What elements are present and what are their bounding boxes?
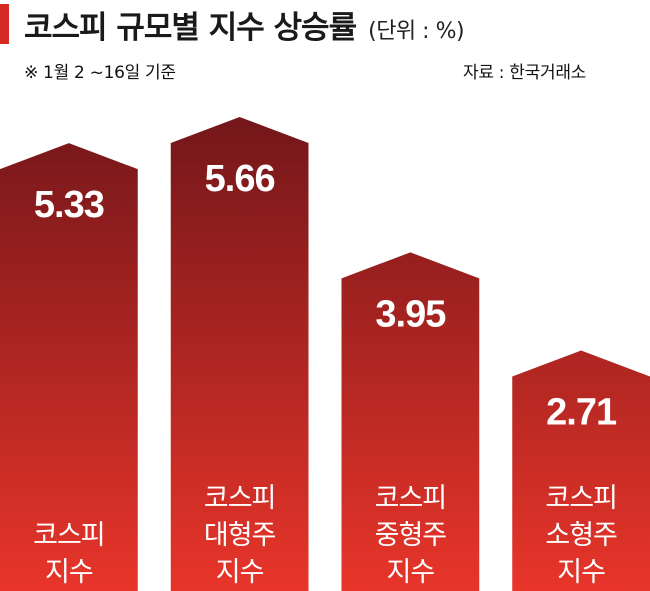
category-label: 지수 [387, 557, 435, 588]
category-label: 중형주 [375, 520, 447, 551]
category-label: 대형주 [204, 520, 276, 551]
category-label: 코스피 [545, 483, 617, 514]
bar-value-label: 5.66 [205, 158, 275, 200]
category-label: 지수 [557, 557, 605, 588]
bar [170, 117, 309, 591]
bar [0, 143, 138, 591]
bar-value-label: 2.71 [546, 391, 617, 433]
bar-value-label: 5.33 [34, 184, 104, 226]
bar [512, 350, 650, 591]
category-label: 코스피 [375, 483, 447, 514]
bars-layer: 5.33코스피지수5.66코스피대형주지수3.95코스피중형주지수2.71코스피… [0, 117, 650, 591]
title-accent-bar [0, 4, 9, 44]
unit-label: (단위 : %) [368, 19, 465, 44]
bar [341, 252, 480, 591]
category-label: 코스피 [33, 520, 105, 551]
header: 코스피 규모별 지수 상승률 (단위 : %) [24, 2, 465, 46]
date-note: ※ 1월 2 ~16일 기준 [24, 63, 176, 83]
bar-value-label: 3.95 [375, 293, 446, 335]
source-label: 자료 : 한국거래소 [462, 63, 586, 83]
category-label: 소형주 [545, 520, 617, 551]
category-label: 지수 [45, 557, 93, 588]
category-label: 지수 [216, 557, 264, 588]
chart-title: 코스피 규모별 지수 상승률 [24, 10, 357, 46]
category-label: 코스피 [204, 483, 276, 514]
